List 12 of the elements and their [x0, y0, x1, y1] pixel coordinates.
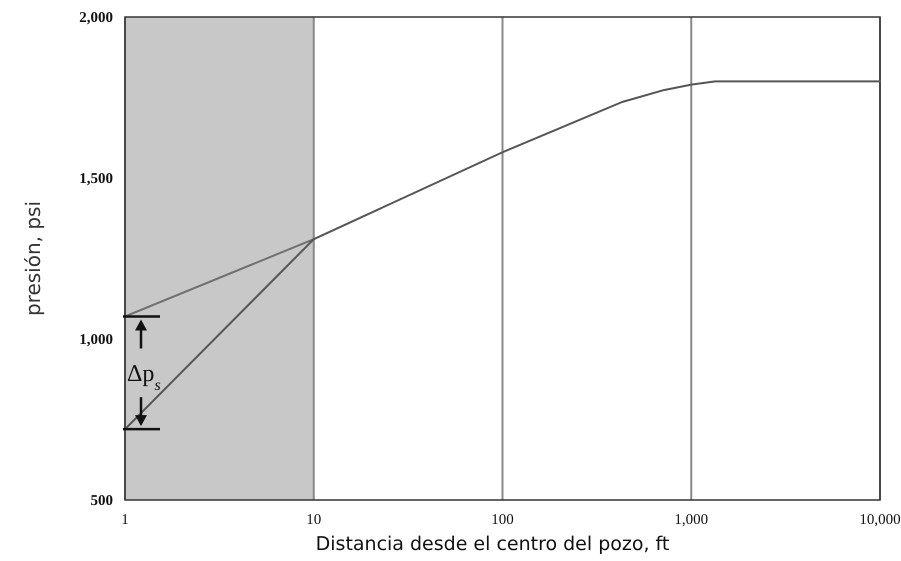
y-tick-label: 1,500: [79, 171, 113, 187]
annotation: Δp$_{s}$: [127, 360, 161, 394]
x-tick-label: 1,000: [674, 512, 708, 528]
y-tick-label: 500: [90, 493, 113, 509]
x-tick-label: 100: [491, 512, 514, 528]
x-tick-label: 10: [306, 512, 322, 528]
y-axis-title: presión, psi: [21, 200, 45, 316]
x-tick-label: 10,000: [859, 512, 901, 528]
x-tick-label: 1: [121, 512, 129, 528]
y-tick-label: 1,000: [79, 332, 113, 348]
x-axis-title: Distancia desde el centro del pozo, ft: [316, 533, 670, 555]
y-tick-label: 2,000: [79, 10, 113, 26]
